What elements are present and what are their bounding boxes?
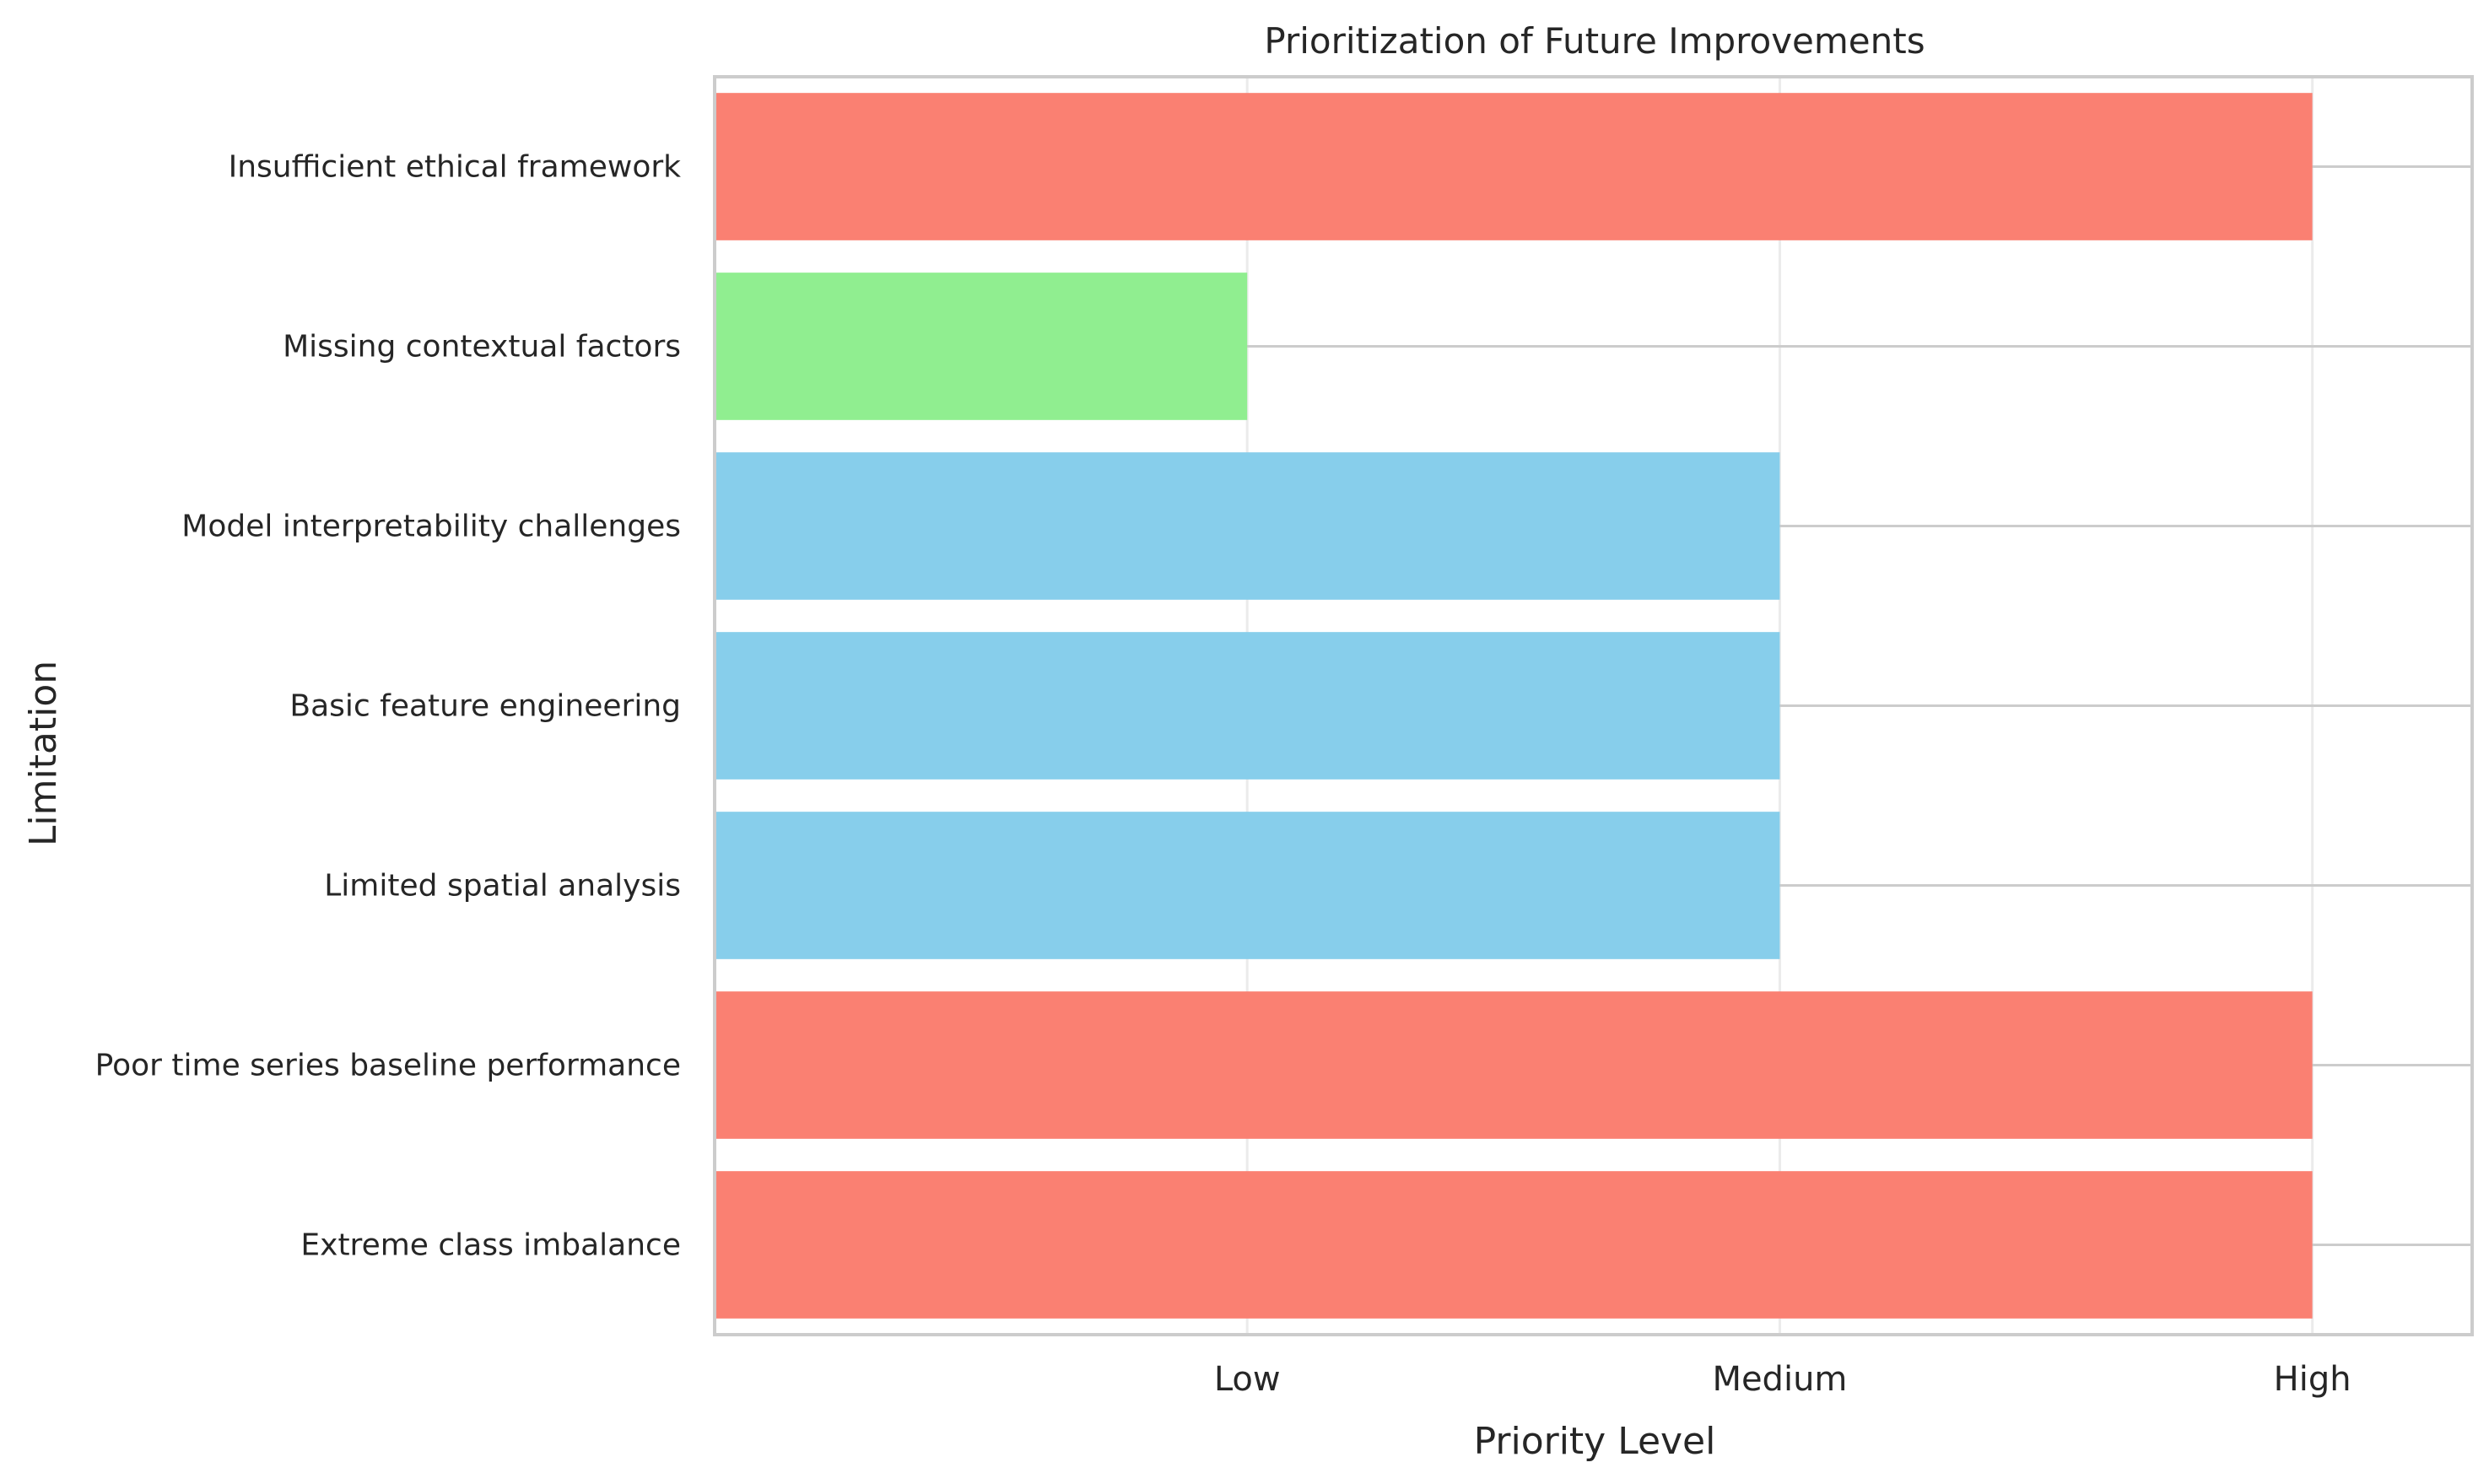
y-tick-label-missing-contextual-factors: Missing contextual factors xyxy=(283,330,681,364)
bar-limited-spatial-analysis xyxy=(715,812,1780,959)
bar-extreme-class-imbalance xyxy=(715,1171,2313,1319)
y-axis-label: Limitation xyxy=(22,661,65,846)
bar-insufficient-ethical-framework xyxy=(715,93,2313,240)
x-tick-label-low: Low xyxy=(1214,1360,1281,1399)
y-tick-label-poor-time-series-baseline-performance: Poor time series baseline performance xyxy=(95,1049,681,1083)
bar-basic-feature-engineering xyxy=(715,632,1780,780)
bars xyxy=(715,93,2313,1319)
x-axis-label: Priority Level xyxy=(1474,1420,1716,1463)
plot-frame xyxy=(713,75,2474,1336)
y-tick-label-model-interpretability-challenges: Model interpretability challenges xyxy=(181,510,681,544)
bar-model-interpretability-challenges xyxy=(715,452,1780,600)
x-tick-label-medium: Medium xyxy=(1712,1360,1847,1399)
y-tick-labels: Extreme class imbalance Poor time series … xyxy=(95,150,681,1263)
y-tick-label-insufficient-ethical-framework: Insufficient ethical framework xyxy=(229,150,682,185)
y-tick-label-limited-spatial-analysis: Limited spatial analysis xyxy=(324,869,681,904)
chart-title: Prioritization of Future Improvements xyxy=(1264,20,1925,62)
x-tick-label-high: High xyxy=(2274,1360,2351,1399)
y-tick-label-extreme-class-imbalance: Extreme class imbalance xyxy=(300,1228,681,1263)
x-tick-labels: Low Medium High xyxy=(1214,1360,2351,1399)
y-tick-label-basic-feature-engineering: Basic feature engineering xyxy=(289,689,681,724)
bar-poor-time-series-baseline-performance xyxy=(715,991,2313,1139)
bar-missing-contextual-factors xyxy=(715,273,1248,420)
